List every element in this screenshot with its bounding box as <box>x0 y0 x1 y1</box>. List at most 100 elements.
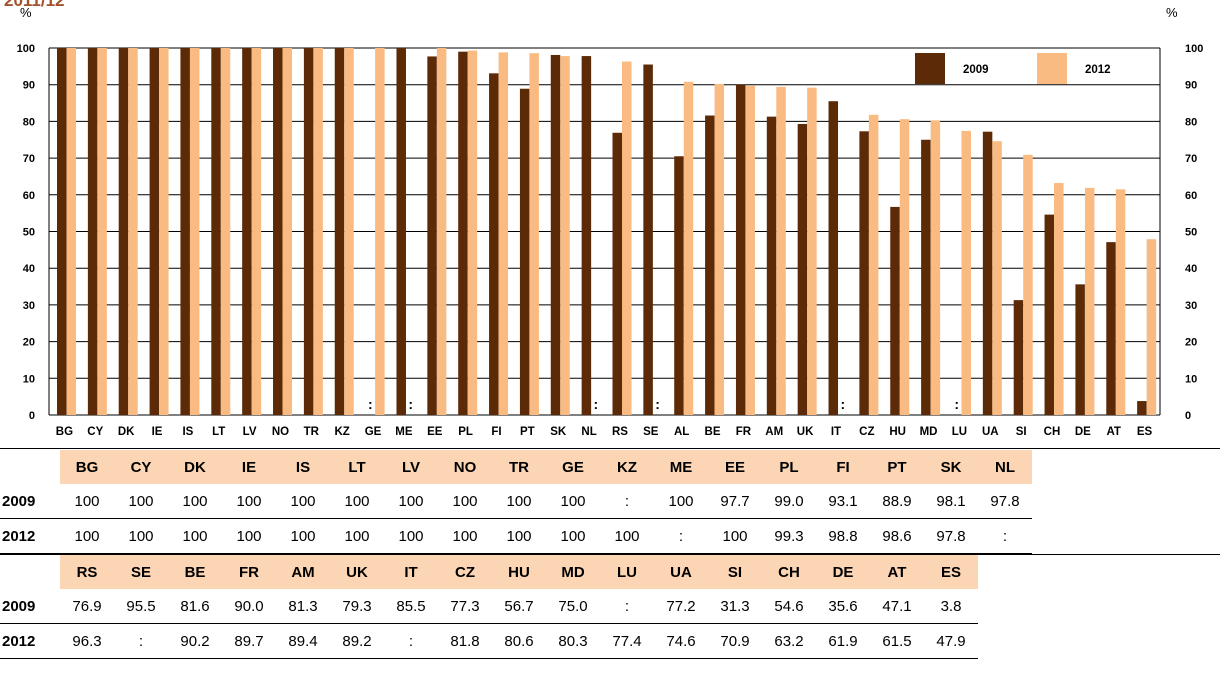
country-header-cell: MD <box>546 555 600 589</box>
country-header-cell: SK <box>924 450 978 484</box>
table-cell: : <box>600 589 654 624</box>
bar-2009-CZ <box>859 131 869 415</box>
bar-2012-UA <box>992 141 1002 415</box>
x-tick-label: FI <box>491 426 501 438</box>
table-cell: 100 <box>492 484 546 519</box>
bar-2009-IS <box>180 48 190 415</box>
x-tick-label: DE <box>1075 426 1091 438</box>
y-tick-label-left: 60 <box>23 190 35 202</box>
table-row-2012: 2012 96.3:90.2 89.7 89.4 89.2:81.8 80.6 80.3 77… <box>0 623 978 659</box>
table-cell: 3.8 <box>924 589 978 624</box>
table-cell: 63.2 <box>762 623 816 659</box>
country-header-cell: EE <box>708 450 762 484</box>
table-cell: 100 <box>654 484 708 519</box>
country-header-cell: LV <box>384 450 438 484</box>
country-header-cell: HU <box>492 555 546 589</box>
table-cell: 75.0 <box>546 589 600 624</box>
bar-2012-PL <box>467 50 478 415</box>
bar-2009-HU <box>890 206 900 415</box>
legend-swatch-2012 <box>1037 53 1067 84</box>
table-cell: 90.0 <box>222 589 276 624</box>
bar-2012-AM <box>776 86 786 415</box>
country-header-cell: UK <box>330 555 384 589</box>
table-cell: 61.5 <box>870 623 924 659</box>
table-cell: 31.3 <box>708 589 762 624</box>
x-tick-label: UA <box>982 426 999 438</box>
x-tick-label: KZ <box>335 426 350 438</box>
y-tick-label-right: 90 <box>1185 80 1197 92</box>
table-cell: 74.6 <box>654 623 708 659</box>
country-header-cell: TR <box>492 450 546 484</box>
x-tick-label: IS <box>182 426 193 438</box>
table-cell: 100 <box>222 518 276 554</box>
x-tick-label: IE <box>152 426 163 438</box>
bar-2012-BE <box>714 83 725 415</box>
bar-2009-IT <box>828 101 839 415</box>
x-tick-label: ME <box>395 426 413 438</box>
country-header-cell: BG <box>60 450 114 484</box>
bar-2009-ES <box>1137 401 1147 415</box>
table-cell: 54.6 <box>762 589 816 624</box>
table-cell: 93.1 <box>816 484 870 519</box>
x-tick-label: BG <box>56 426 73 438</box>
table-cell: 89.4 <box>276 623 330 659</box>
bar-2012-FI <box>498 52 509 416</box>
x-tick-label: LV <box>243 426 257 438</box>
x-tick-label: SI <box>1016 426 1027 438</box>
y-tick-label-left: 20 <box>23 337 35 349</box>
y-unit-right: % <box>1166 5 1178 20</box>
x-tick-label: HU <box>889 426 906 438</box>
y-tick-label-right: 20 <box>1185 337 1197 349</box>
bar-2012-HU <box>899 119 910 415</box>
bar-2012-EE <box>436 48 447 415</box>
row-year-label: 2009 <box>0 484 60 519</box>
table-cell: 98.6 <box>870 518 924 554</box>
bar-2012-CY <box>97 48 107 415</box>
table-top-rule <box>0 448 1220 449</box>
table-cell: 100 <box>330 518 384 554</box>
y-tick-label-right: 30 <box>1185 300 1197 312</box>
x-tick-label: TR <box>304 426 320 438</box>
y-tick-label-left: 0 <box>29 410 35 422</box>
table-cell: 100 <box>60 484 114 519</box>
table-header-row: RS SE BE FR AM UK IT CZ HU MD LU UA SI CH DE AT ES <box>0 555 978 589</box>
x-tick-label: DK <box>118 426 135 438</box>
x-tick-label: PT <box>520 426 535 438</box>
bar-2012-DK <box>128 48 138 415</box>
bar-2012-TR <box>313 48 323 415</box>
table-cell: 97.8 <box>924 518 978 554</box>
table-cell: 35.6 <box>816 589 870 624</box>
bar-2012-KZ <box>344 48 354 415</box>
country-header-cell: UA <box>654 555 708 589</box>
bar-2012-IE <box>159 48 169 415</box>
y-tick-label-right: 70 <box>1185 153 1197 165</box>
table-cell: 100 <box>546 484 600 519</box>
country-header-cell: FI <box>816 450 870 484</box>
x-tick-label: ES <box>1137 426 1153 438</box>
bar-2012-NO <box>282 48 293 415</box>
table-cell: 100 <box>492 518 546 554</box>
bar-2012-BG <box>66 48 76 415</box>
bar-2012-SK <box>560 56 570 415</box>
bar-2009-DK <box>118 48 129 415</box>
bar-2012-FR <box>745 85 755 416</box>
bar-2012-AL <box>683 81 694 415</box>
table-cell: 99.0 <box>762 484 816 519</box>
x-tick-label: CY <box>87 426 103 438</box>
table-cell: 100 <box>438 484 492 519</box>
table-cell: 70.9 <box>708 623 762 659</box>
country-header-cell: BE <box>168 555 222 589</box>
country-header-cell: CY <box>114 450 168 484</box>
country-header-cell: DE <box>816 555 870 589</box>
table-cell: 77.2 <box>654 589 708 624</box>
bar-2012-RS <box>622 61 632 415</box>
bar-2009-IE <box>149 48 160 415</box>
y-tick-label-right: 100 <box>1185 43 1203 55</box>
missing-value-marker: : <box>368 396 373 412</box>
table-cell: : <box>114 623 168 659</box>
table-cell: 80.6 <box>492 623 546 659</box>
country-header-cell: PT <box>870 450 924 484</box>
bar-2012-SI <box>1023 154 1033 415</box>
x-tick-label: IT <box>831 426 841 438</box>
table-cell: : <box>978 518 1032 554</box>
